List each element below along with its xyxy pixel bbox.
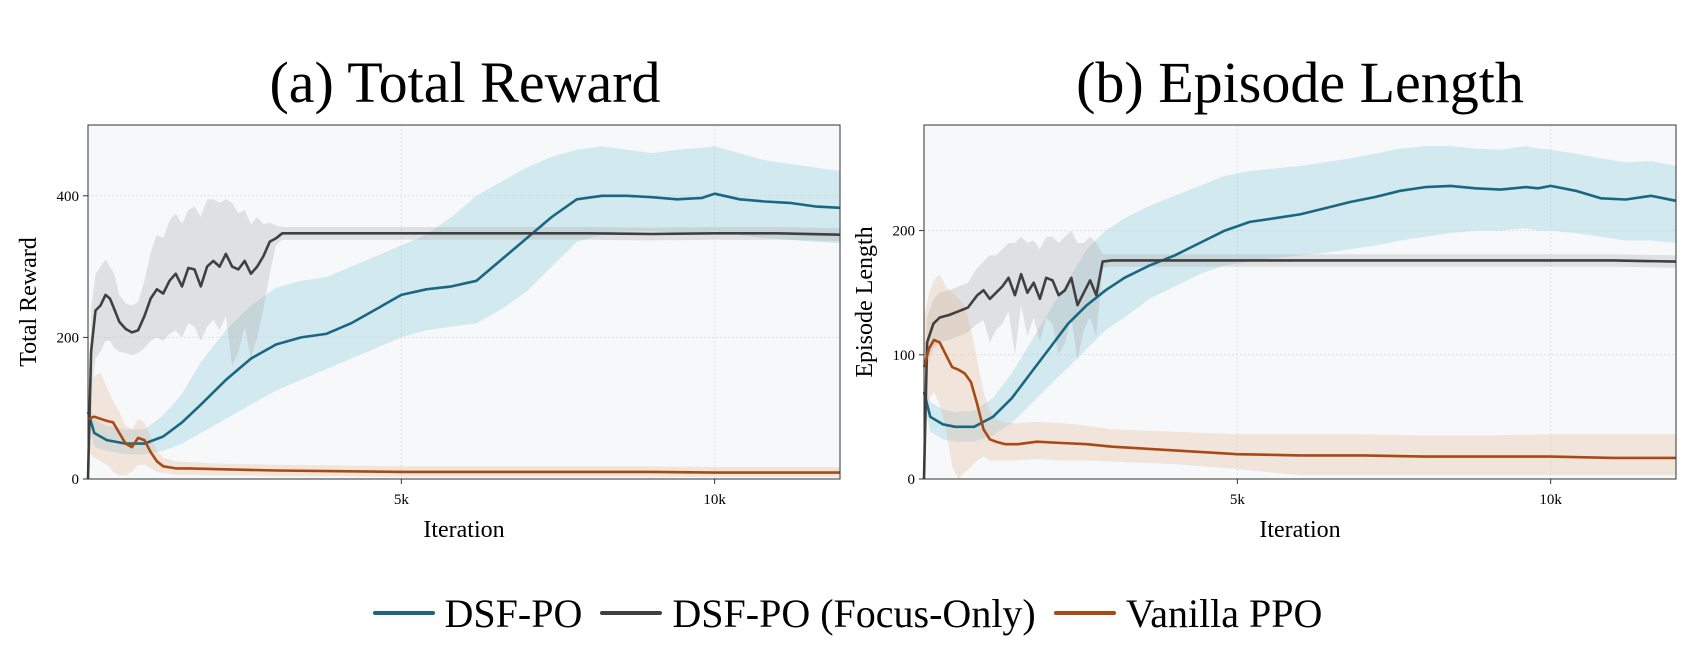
legend-label: DSF-PO (Focus-Only) [672,590,1036,636]
legend-label: DSF-PO [444,590,583,636]
x-tick-label: 10k [1539,492,1562,508]
x-tick-label: 5k [1230,492,1246,508]
legend-label: Vanilla PPO [1125,590,1323,636]
y-ticks: 0 200 400 [57,189,88,488]
x-ticks: 5k 10k [394,479,726,508]
panel-episode-length: (b) Episode Length 5k 10k 0 100 200 Iterati… [852,50,1677,543]
series-line-dsf-po [922,184,1677,429]
band-dsf-po [924,146,1676,442]
legend-item-focus-only: DSF-PO (Focus-Only) [600,590,1036,637]
band-dsf-po-focus-only [88,199,840,480]
legend-swatch [372,611,435,615]
legend-swatch [1053,611,1116,615]
x-axis-label: Iteration [1259,517,1340,543]
legend-item-dsf-po: DSF-PO [372,590,583,637]
series-line-dsf-po [86,192,841,445]
series-line-dsf-po-focus-only [922,259,1677,480]
series-line-vanilla-ppo [87,415,840,474]
x-ticks: 5k 10k [1230,479,1562,508]
y-tick-label: 200 [57,330,80,346]
series-line-dsf-po-focus-only [86,232,841,480]
x-tick-label: 10k [703,492,726,508]
band-dsf-po-focus-only [924,230,1676,479]
y-axis-label: Total Reward [16,237,42,367]
legend-swatch [600,611,663,615]
chart-title: (a) Total Reward [269,50,660,115]
legend: DSF-PO DSF-PO (Focus-Only) Vanilla PPO [0,588,1695,638]
legend-item-vanilla-ppo: Vanilla PPO [1053,590,1323,637]
y-ticks: 0 100 200 [893,224,924,488]
y-tick-label: 100 [893,348,916,364]
plot-frame [923,124,1677,480]
series-line-vanilla-ppo [922,338,1676,460]
x-tick-label: 5k [394,492,410,508]
y-tick-label: 200 [893,224,916,240]
y-tick-label: 0 [908,472,916,488]
y-axis-label: Episode Length [852,226,878,377]
y-tick-label: 0 [72,472,80,488]
band-dsf-po [88,146,840,455]
chart-title: (b) Episode Length [1076,50,1524,115]
lines [86,192,841,480]
lines [922,184,1677,480]
plot-frame [87,124,841,480]
x-axis-label: Iteration [423,517,504,543]
panel-total-reward: (a) Total Reward 5k 10k 0 200 400 Iteration… [16,50,841,543]
y-tick-label: 400 [57,189,80,205]
